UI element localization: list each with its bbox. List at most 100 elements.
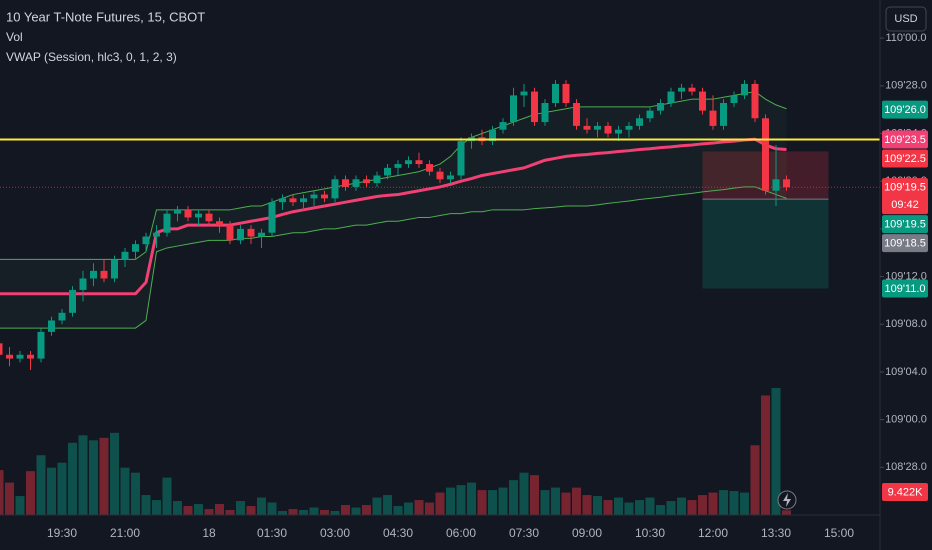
- candle-body: [499, 122, 507, 130]
- volume-bar: [729, 491, 739, 515]
- volume-bar: [687, 500, 697, 515]
- volume-bar: [509, 480, 518, 515]
- volume-bar: [288, 509, 298, 515]
- candle-body: [258, 232, 265, 237]
- candle-body: [205, 213, 213, 222]
- candle-body: [132, 244, 139, 252]
- y-tick-label: 109'00.0: [885, 414, 927, 426]
- vwap-line: [0, 137, 787, 296]
- currency-button[interactable]: [885, 6, 927, 32]
- x-tick-label: 21:00: [110, 526, 140, 540]
- x-tick-label: 15:00: [824, 526, 854, 540]
- volume-badge-label: 9.422K: [888, 486, 924, 498]
- x-tick-label: 18: [202, 526, 216, 540]
- x-tick-label: 13:30: [761, 526, 791, 540]
- candle-body: [730, 95, 738, 103]
- volume-bar: [246, 506, 256, 515]
- volume-bar: [36, 455, 46, 515]
- volume-bar: [351, 507, 361, 515]
- volume-bar: [341, 505, 350, 515]
- bolt-glyph[interactable]: [783, 493, 791, 507]
- x-tick-label: 12:00: [698, 526, 728, 540]
- volume-bar: [309, 507, 319, 515]
- candle-body: [100, 270, 108, 279]
- price-badge: [882, 279, 928, 298]
- volume-bar: [0, 470, 4, 515]
- candle-body: [111, 259, 118, 279]
- chart-title: 10 Year T-Note Futures, 15, CBOT: [6, 9, 205, 24]
- volume-bar: [582, 495, 592, 515]
- candle-body: [195, 213, 202, 218]
- volume-bar: [120, 467, 130, 515]
- candle-body: [426, 164, 433, 172]
- volume-bar: [257, 497, 266, 515]
- currency-label[interactable]: USD: [894, 13, 917, 25]
- price-badge-label: 109'19.5: [884, 219, 926, 231]
- candle-body: [625, 125, 633, 130]
- volume-bar: [78, 435, 88, 515]
- y-tick-label: 108'28.0: [885, 461, 927, 473]
- candle-body: [90, 270, 97, 279]
- vwap-band-fill: [0, 91, 787, 329]
- volume-bar: [57, 462, 67, 515]
- candle-body: [762, 118, 769, 191]
- x-tick-label: 03:00: [320, 526, 350, 540]
- x-tick-label: 01:30: [257, 526, 287, 540]
- volume-bar: [89, 440, 98, 515]
- volume-bar: [15, 496, 25, 515]
- candle-body: [268, 202, 276, 233]
- candle-body: [27, 354, 34, 359]
- candle-body: [58, 312, 66, 321]
- candle-body: [489, 129, 496, 142]
- volume-bar: [425, 502, 434, 515]
- candle-body: [0, 343, 3, 355]
- candle-body: [184, 209, 192, 218]
- x-tick-label: 19:30: [47, 526, 77, 540]
- indicator-label: VWAP (Session, hlc3, 0, 1, 2, 3): [6, 50, 177, 64]
- price-badge: [882, 149, 928, 168]
- candle-body: [394, 164, 402, 168]
- price-badge: [882, 178, 928, 215]
- bolt-icon[interactable]: [777, 490, 797, 510]
- candle-body: [541, 103, 549, 123]
- candle-body: [604, 125, 612, 134]
- candle-body: [646, 110, 654, 119]
- candle-body: [667, 91, 675, 103]
- candle-body: [300, 198, 307, 203]
- candle-body: [121, 251, 129, 260]
- candle-body: [447, 175, 454, 180]
- y-tick-label: 109'08.0: [885, 318, 927, 330]
- volume-bar: [551, 487, 560, 515]
- volume-bar: [225, 510, 235, 515]
- price-badge-label: 109'23.5: [884, 134, 926, 146]
- volume-bar: [719, 490, 728, 515]
- vwap-band-line: [0, 91, 787, 260]
- volume-bar: [677, 497, 686, 515]
- volume-bar: [47, 467, 56, 515]
- candle-body: [709, 110, 717, 126]
- volume-bar: [540, 490, 550, 515]
- indicator-label: Vol: [6, 30, 23, 44]
- candle-body: [720, 103, 727, 126]
- candle-body: [237, 228, 244, 241]
- volume-bar: [530, 475, 539, 515]
- volume-bar: [656, 505, 665, 515]
- volume-badge: [882, 483, 928, 501]
- candle-body: [363, 179, 370, 184]
- candle-body: [153, 232, 160, 237]
- candle-body: [384, 167, 391, 176]
- volume-bar: [614, 497, 623, 515]
- candle-body: [342, 179, 349, 187]
- volume-bar: [435, 492, 445, 515]
- volume-bar: [561, 492, 571, 515]
- volume-bar: [666, 501, 676, 515]
- candle-body: [657, 103, 664, 111]
- plot-area: [0, 80, 880, 515]
- candle-body: [48, 320, 55, 332]
- candle-body: [552, 83, 559, 103]
- volume-bar: [519, 472, 529, 515]
- volume-bar: [183, 506, 193, 515]
- volume-bar: [110, 432, 119, 515]
- candle-body: [457, 141, 465, 176]
